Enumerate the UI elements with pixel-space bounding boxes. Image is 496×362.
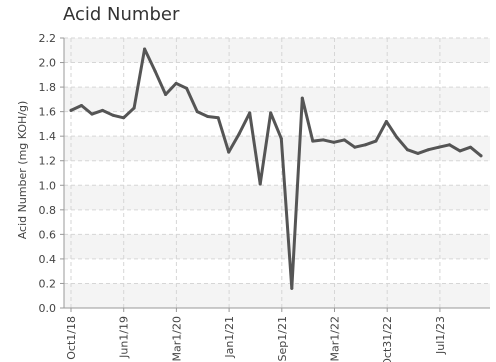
data-point xyxy=(342,138,346,142)
grid-band xyxy=(64,185,490,210)
data-point xyxy=(290,286,294,290)
data-point xyxy=(448,143,451,147)
chart-title: Acid Number xyxy=(63,4,180,25)
data-point xyxy=(332,140,336,144)
x-tick-label: Mar1/22 xyxy=(329,316,342,361)
data-point xyxy=(374,139,378,143)
data-point xyxy=(479,154,483,158)
x-tick-label: Oct1/18 xyxy=(65,316,78,360)
x-tick-label: Oct31/22 xyxy=(381,316,394,362)
y-tick-label: 0.2 xyxy=(39,277,57,290)
data-point xyxy=(153,69,157,73)
x-tick-label: Jan1/21 xyxy=(223,316,236,359)
data-point xyxy=(90,112,94,116)
data-point xyxy=(321,138,325,142)
grid-band xyxy=(64,234,490,259)
y-tick-label: 1.8 xyxy=(39,81,57,94)
axes xyxy=(63,38,490,309)
data-point xyxy=(248,111,252,115)
grid-band xyxy=(64,87,490,112)
data-point xyxy=(363,143,367,147)
data-point xyxy=(279,137,283,141)
data-point xyxy=(80,104,83,107)
y-axis-label: Acid Number (mg KOH/g) xyxy=(16,101,29,240)
y-tick-label: 2.2 xyxy=(39,32,57,45)
y-tick-labels: 0.0 0.2 0.4 0.6 0.8 1.0 1.2 1.4 1.6 1.8 2.0 2.2 xyxy=(39,32,57,315)
x-tick-label: Mar1/20 xyxy=(170,316,183,361)
x-tick-label: Jul1/23 xyxy=(434,316,447,355)
data-point xyxy=(227,150,231,154)
data-point xyxy=(469,145,472,149)
y-tick-label: 1.4 xyxy=(39,130,57,143)
data-point xyxy=(311,139,315,143)
grid-band xyxy=(64,38,490,63)
y-tick-label: 1.2 xyxy=(39,155,57,168)
data-point xyxy=(416,151,420,155)
x-tick-label: Jun1/19 xyxy=(118,316,131,359)
data-point xyxy=(216,116,220,120)
grid-lines xyxy=(60,37,490,312)
data-point xyxy=(353,145,357,149)
series-group xyxy=(69,47,483,290)
data-point xyxy=(185,86,189,90)
data-point xyxy=(258,182,262,186)
y-tick-label: 1.6 xyxy=(39,106,57,119)
data-point xyxy=(164,93,168,96)
data-point xyxy=(122,116,126,120)
data-point xyxy=(174,81,178,85)
plot-bands xyxy=(64,38,490,308)
data-point xyxy=(69,108,73,112)
y-tick-label: 0.4 xyxy=(39,253,57,266)
y-tick-label: 0.6 xyxy=(39,228,57,241)
data-point xyxy=(269,111,273,115)
data-point xyxy=(195,110,199,114)
data-point xyxy=(437,145,441,149)
grid-band xyxy=(64,283,490,308)
data-point xyxy=(143,47,147,51)
data-point xyxy=(101,108,104,112)
data-point xyxy=(206,115,210,118)
y-tick-label: 2.0 xyxy=(39,57,57,70)
data-point xyxy=(458,149,462,153)
data-point xyxy=(111,113,115,117)
data-point xyxy=(405,148,409,152)
series-line xyxy=(69,47,483,290)
data-point xyxy=(395,135,399,139)
x-tick-labels: Oct1/18 Jun1/19 Mar1/20 Jan1/21 Sep1/21 Mar1/… xyxy=(65,316,447,362)
y-tick-label: 0.0 xyxy=(39,302,57,315)
data-point xyxy=(237,132,241,136)
data-point xyxy=(300,96,304,100)
data-point xyxy=(384,120,388,123)
x-tick-label: Sep1/21 xyxy=(276,316,289,361)
data-point xyxy=(132,106,136,110)
y-tick-label: 0.8 xyxy=(39,204,57,217)
grid-band xyxy=(64,136,490,161)
data-point xyxy=(426,148,430,152)
y-tick-label: 1.0 xyxy=(39,179,57,192)
